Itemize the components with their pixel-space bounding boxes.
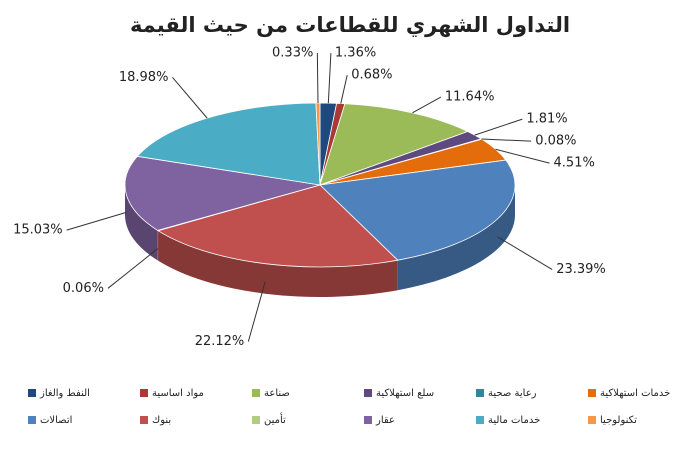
data-label: 1.81%	[526, 112, 567, 127]
leader-line	[474, 118, 523, 136]
legend-swatch	[28, 389, 36, 397]
leader-line	[107, 248, 159, 289]
data-label: 0.33%	[272, 46, 313, 61]
leader-line	[495, 148, 550, 164]
legend-label: خدمات مالية	[488, 415, 540, 426]
data-label: 23.39%	[556, 262, 606, 277]
legend-label: رعاية صحية	[488, 388, 537, 399]
leader-line	[327, 53, 332, 104]
slice	[319, 103, 469, 186]
legend-swatch	[140, 389, 148, 397]
legend-swatch	[252, 416, 260, 424]
data-label: 4.51%	[554, 156, 595, 171]
legend-label: تأمين	[264, 412, 286, 426]
legend-label: صناعة	[264, 388, 290, 399]
data-label: 22.12%	[195, 334, 245, 349]
data-label: 0.06%	[63, 281, 104, 296]
legend-label: مواد اساسية	[152, 388, 204, 399]
leader-line	[316, 53, 319, 104]
slice	[136, 102, 321, 186]
chart-title: التداول الشهري للقطاعات من حيث القيمة	[130, 13, 570, 38]
legend-label: تكنولوجيا	[600, 415, 637, 426]
data-label: 1.36%	[335, 46, 376, 61]
legend-label: بنوك	[152, 415, 171, 426]
leader-line	[66, 211, 127, 231]
legend-swatch	[140, 416, 148, 424]
legend-label: خدمات استهلاكية	[600, 388, 670, 399]
leader-line	[247, 281, 266, 342]
legend-label: اتصالات	[40, 415, 72, 426]
leader-line	[497, 236, 553, 270]
legend-swatch	[588, 389, 596, 397]
legend-swatch	[364, 416, 372, 424]
leader-line	[481, 138, 532, 142]
slice-side	[397, 185, 515, 291]
legend-label: سلع استهلاكية	[376, 388, 434, 399]
data-label: 0.08%	[535, 134, 576, 149]
slice	[124, 155, 321, 231]
legend-label: النفط والغاز	[39, 388, 90, 399]
slice	[157, 184, 399, 268]
legend-label: عقار	[375, 415, 395, 426]
data-label: 15.03%	[13, 223, 63, 238]
leader-line	[172, 77, 208, 119]
slice-side	[158, 230, 398, 297]
leader-line	[412, 96, 442, 114]
slice-side	[125, 185, 158, 261]
slice	[315, 102, 321, 186]
leader-line	[340, 75, 348, 104]
data-label: 0.68%	[351, 68, 392, 83]
legend-swatch	[252, 389, 260, 397]
legend-swatch	[476, 416, 484, 424]
legend-swatch	[28, 416, 36, 424]
data-label: 11.64%	[445, 90, 495, 105]
slice	[319, 159, 516, 261]
legend-swatch	[364, 389, 372, 397]
legend-swatch	[476, 389, 484, 397]
legend-swatch	[588, 416, 596, 424]
data-label: 18.98%	[119, 70, 169, 85]
